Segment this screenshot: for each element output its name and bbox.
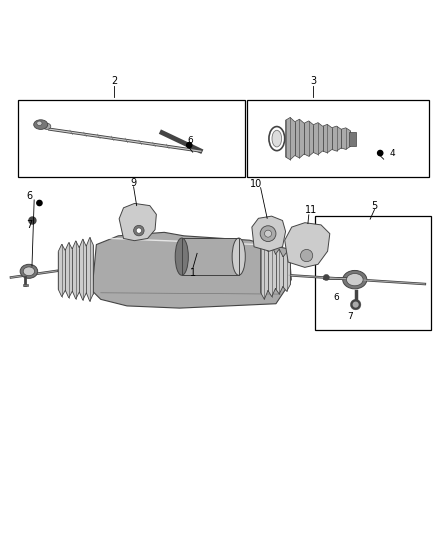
Ellipse shape — [175, 238, 188, 275]
Polygon shape — [92, 232, 291, 308]
Circle shape — [260, 226, 276, 241]
Ellipse shape — [346, 273, 363, 286]
Bar — [182, 238, 239, 275]
Polygon shape — [286, 117, 350, 160]
Ellipse shape — [43, 123, 51, 130]
Ellipse shape — [20, 264, 38, 278]
Ellipse shape — [34, 120, 48, 130]
Polygon shape — [252, 216, 286, 251]
Circle shape — [300, 249, 313, 262]
Ellipse shape — [343, 270, 367, 289]
Circle shape — [378, 150, 383, 156]
Text: 5: 5 — [371, 201, 378, 211]
Text: 7: 7 — [27, 220, 33, 230]
Polygon shape — [58, 237, 93, 302]
Circle shape — [187, 142, 192, 148]
Circle shape — [29, 217, 36, 224]
Polygon shape — [119, 204, 156, 241]
Text: 1: 1 — [190, 268, 196, 278]
Circle shape — [134, 225, 144, 236]
Circle shape — [350, 300, 361, 310]
Text: 10: 10 — [250, 179, 262, 189]
Text: 6: 6 — [333, 293, 339, 302]
Ellipse shape — [37, 121, 42, 125]
Ellipse shape — [272, 130, 282, 147]
Text: 4: 4 — [389, 149, 395, 158]
Bar — [18, 100, 245, 177]
Circle shape — [136, 228, 141, 233]
Text: 3: 3 — [310, 76, 316, 86]
Polygon shape — [261, 243, 290, 300]
Circle shape — [265, 230, 272, 237]
Text: 9: 9 — [131, 178, 137, 188]
Bar — [247, 100, 429, 177]
Bar — [349, 132, 356, 146]
Ellipse shape — [23, 267, 35, 276]
Polygon shape — [285, 223, 330, 268]
Circle shape — [37, 200, 42, 206]
Ellipse shape — [232, 238, 245, 275]
Text: 11: 11 — [305, 205, 317, 215]
Text: 2: 2 — [111, 76, 117, 86]
Text: 6: 6 — [187, 136, 194, 146]
Bar — [23, 284, 28, 286]
Bar — [182, 238, 239, 275]
Bar — [315, 216, 431, 330]
Circle shape — [353, 302, 359, 308]
Circle shape — [323, 274, 329, 280]
Text: 7: 7 — [347, 312, 353, 321]
Text: 6: 6 — [27, 191, 33, 201]
